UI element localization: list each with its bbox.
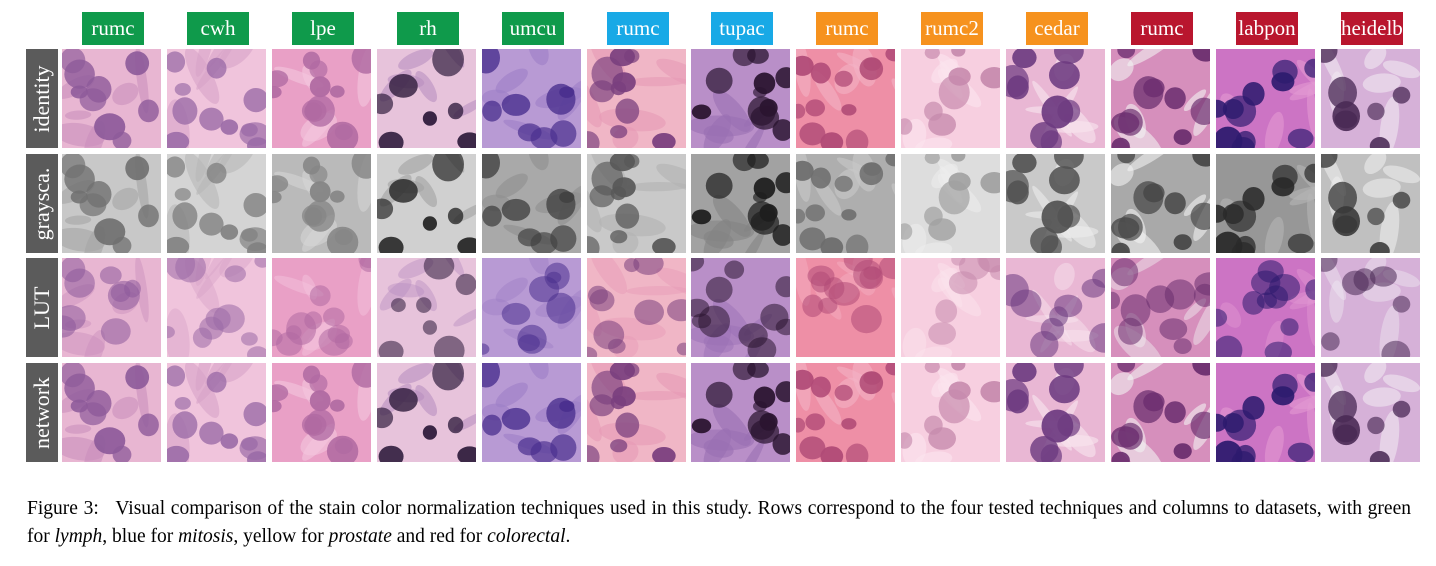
dataset-label: cedar (1026, 12, 1088, 45)
caption-text-4: and red for (391, 526, 488, 547)
dataset-label: heidelb. (1341, 12, 1403, 45)
histology-patch (796, 49, 895, 148)
histology-patch (272, 154, 371, 253)
histology-patch (1111, 154, 1210, 253)
histology-patch (377, 258, 476, 357)
histology-patch (1006, 154, 1105, 253)
histology-patch (272, 258, 371, 357)
dataset-label: labpon (1236, 12, 1298, 45)
histology-patch (1111, 258, 1210, 357)
histology-patch (587, 363, 686, 462)
histology-patch (62, 49, 161, 148)
histology-patch (691, 49, 790, 148)
caption-text-5: . (565, 526, 571, 547)
histology-patch (1321, 258, 1420, 357)
histology-patch (691, 363, 790, 462)
histology-patch (482, 258, 581, 357)
histology-patch (1006, 258, 1105, 357)
histology-patch (1216, 49, 1315, 148)
histology-patch (1006, 49, 1105, 148)
histology-patch (167, 258, 266, 357)
histology-patch (901, 49, 1000, 148)
technique-label: LUT (26, 258, 58, 357)
dataset-label: rh (397, 12, 459, 45)
histology-patch (691, 154, 790, 253)
histology-patch (272, 363, 371, 462)
dataset-label: lpe (292, 12, 354, 45)
histology-patch (587, 258, 686, 357)
histology-patch (482, 363, 581, 462)
histology-patch (901, 258, 1000, 357)
dataset-label: rumc (82, 12, 144, 45)
histology-patch (1216, 363, 1315, 462)
stain-normalization-figure: rumc cwh lpe rh umcu rumc tupac rumc rumc2 cedar r… (26, 12, 1420, 462)
histology-patch (482, 154, 581, 253)
histology-patch (901, 154, 1000, 253)
technique-label: network (26, 363, 58, 462)
histology-patch (1321, 49, 1420, 148)
figure-number: Figure 3: (27, 498, 99, 519)
technique-label-text: graysca. (29, 167, 54, 240)
histology-patch (1321, 363, 1420, 462)
technique-label-text: LUT (29, 286, 54, 329)
histology-patch (587, 154, 686, 253)
histology-patch (167, 154, 266, 253)
histology-patch (167, 49, 266, 148)
histology-patch (167, 363, 266, 462)
histology-patch (1111, 49, 1210, 148)
dataset-label: rumc (1131, 12, 1193, 45)
histology-patch (796, 363, 895, 462)
histology-patch (587, 49, 686, 148)
figure-caption: Figure 3: Visual comparison of the stain… (27, 495, 1411, 551)
caption-text-1: Visual comparison of the stain color nor… (27, 498, 1411, 547)
technique-label-text: identity (29, 64, 54, 133)
caption-colorectal: colorectal (487, 526, 566, 547)
histology-patch (796, 154, 895, 253)
histology-patch (482, 49, 581, 148)
histology-patch (1321, 154, 1420, 253)
histology-patch (1216, 258, 1315, 357)
histology-patch (377, 154, 476, 253)
dataset-label: umcu (502, 12, 564, 45)
dataset-label: cwh (187, 12, 249, 45)
technique-label: identity (26, 49, 58, 148)
histology-patch (1111, 363, 1210, 462)
histology-patch (62, 154, 161, 253)
dataset-label: rumc (816, 12, 878, 45)
caption-mitosis: mitosis (178, 526, 234, 547)
caption-text-2: , blue for (102, 526, 179, 547)
histology-patch (62, 363, 161, 462)
dataset-label: tupac (711, 12, 773, 45)
histology-patch (377, 363, 476, 462)
histology-patch (1216, 154, 1315, 253)
histology-patch (272, 49, 371, 148)
histology-patch (62, 258, 161, 357)
histology-patch (1006, 363, 1105, 462)
histology-patch (901, 363, 1000, 462)
dataset-label: rumc2 (921, 12, 983, 45)
histology-patch (691, 258, 790, 357)
histology-patch (796, 258, 895, 357)
caption-lymph: lymph (54, 526, 103, 547)
histology-patch (377, 49, 476, 148)
dataset-label: rumc (607, 12, 669, 45)
caption-text-3: , yellow for (233, 526, 329, 547)
technique-label-text: network (29, 376, 54, 449)
caption-prostate: prostate (328, 526, 392, 547)
technique-label: graysca. (26, 154, 58, 253)
